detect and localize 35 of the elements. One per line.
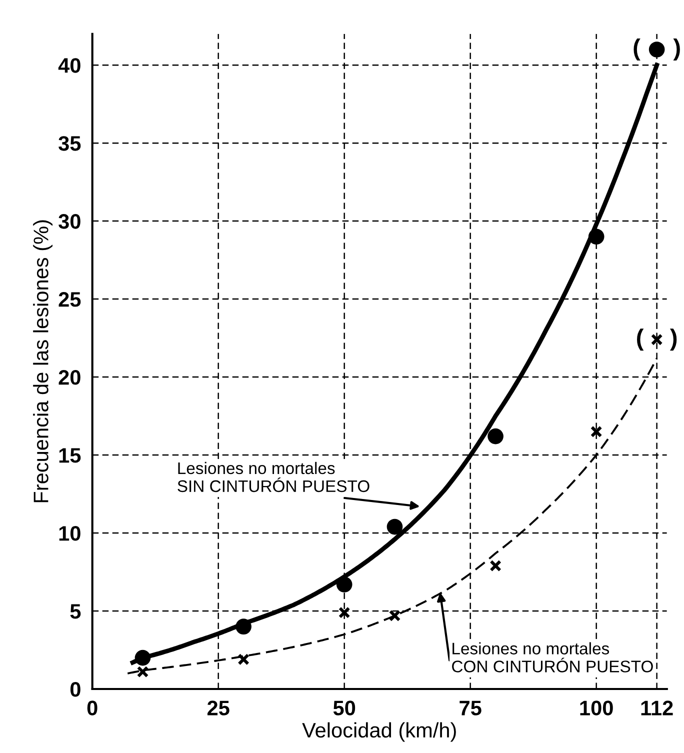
x-tick-label: 75: [460, 700, 482, 716]
point: [490, 560, 502, 572]
annotation: ( ): [634, 38, 680, 60]
x-tick-label: 112: [641, 700, 673, 716]
point: [238, 653, 250, 666]
y-tick-label: 15: [59, 448, 81, 463]
point: [388, 610, 401, 622]
y-tick-label: 10: [59, 526, 80, 541]
point: [588, 228, 604, 245]
point: [336, 576, 352, 592]
point: [136, 666, 149, 678]
y-tick-label: 25: [58, 292, 81, 307]
y-axis-title: Frecuencia de las lesiones (%): [33, 220, 52, 502]
annotation: ( ): [637, 328, 677, 351]
x-axis-title: Velocidad (km/h): [302, 722, 456, 742]
x-tick-label: 0: [87, 700, 98, 716]
x-tick-label: 25: [207, 700, 230, 716]
annotation: Lesiones no mortales SIN CINTURÓN PUESTO: [178, 462, 370, 492]
point: [488, 428, 504, 444]
point: [134, 650, 151, 666]
x-tick-label: 100: [580, 700, 613, 716]
x-tick-label: 50: [333, 700, 356, 716]
annotation: Lesiones no mortales CON CINTURÓN PUESTO: [452, 642, 653, 672]
y-tick-label: 30: [58, 214, 80, 229]
y-tick-label: 0: [70, 682, 80, 697]
point: [386, 518, 403, 535]
point: [236, 618, 252, 635]
point: [590, 426, 602, 438]
y-tick-label: 40: [58, 58, 80, 73]
y-tick-label: 35: [58, 136, 81, 151]
y-tick-label: 5: [70, 604, 81, 619]
point: [338, 606, 350, 618]
y-tick-label: 20: [58, 370, 80, 385]
point: [650, 334, 663, 346]
point: [648, 42, 665, 58]
